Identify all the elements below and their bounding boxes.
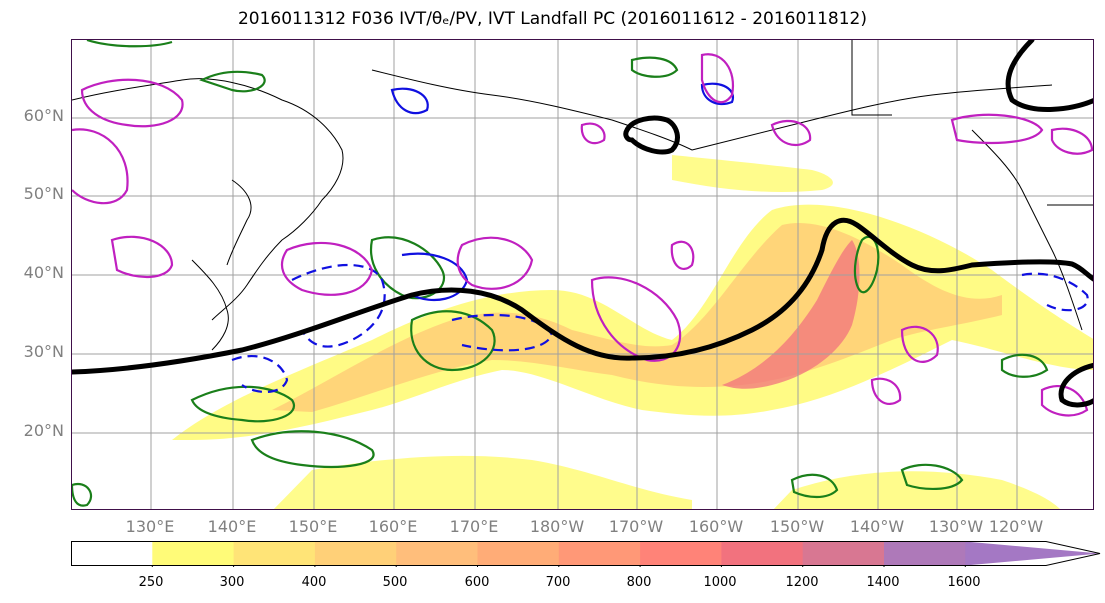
green-contour-1 (86, 40, 173, 48)
ivt-core (722, 240, 860, 389)
lat-label-50n: 50°N (23, 184, 64, 203)
black-contours (72, 40, 1093, 408)
black-contour-southeast (1058, 362, 1093, 408)
blue-contour-6 (390, 87, 429, 115)
colorbar-label-600: 600 (464, 575, 490, 590)
ivt-band-east-south (773, 471, 1060, 509)
lon-label-150w: 150°W (769, 517, 825, 536)
magenta-contour-13 (1050, 127, 1093, 155)
coastline-asia (72, 78, 344, 321)
black-contour-main (72, 217, 1093, 375)
colorbar-segment (477, 541, 560, 566)
colorbar-segment (884, 541, 966, 566)
ivt-band-aleutian (672, 155, 833, 192)
lon-label-170w: 170°W (608, 517, 664, 536)
colorbar-label-1200: 1200 (785, 575, 819, 590)
lon-label-170e: 170°E (449, 517, 499, 536)
colorbar-segment (71, 541, 153, 566)
lon-label-140w: 140°W (849, 517, 905, 536)
coastline-bering (371, 69, 693, 151)
green-contour-5 (410, 310, 496, 372)
colorbar-segment (558, 541, 641, 566)
colorbar-segment (721, 541, 804, 566)
lon-label-180w: 180°W (529, 517, 585, 536)
coastline-japan (191, 259, 229, 351)
magenta-contour-2 (72, 128, 129, 205)
colorbar-segment (396, 541, 478, 566)
green-contour-2 (199, 70, 266, 93)
colorbar-outline (71, 541, 1101, 566)
lon-label-150e: 150°E (288, 517, 338, 536)
lat-label-20n: 20°N (23, 421, 64, 440)
magenta-contour-10 (900, 325, 939, 363)
graticule (72, 40, 1093, 509)
magenta-contour-14 (870, 377, 902, 405)
magenta-contours (72, 53, 1093, 417)
blue-contour-4 (451, 313, 554, 352)
lon-label-160w: 160°W (688, 517, 744, 536)
ivt-band-south (273, 455, 692, 509)
colorbar-label-1400: 1400 (866, 575, 900, 590)
magenta-contour-9 (770, 119, 812, 147)
colorbar-label-1000: 1000 (703, 575, 737, 590)
magenta-contour-8 (700, 53, 735, 104)
magenta-contour-7 (670, 240, 695, 270)
magenta-contour-3 (110, 235, 174, 279)
coastline-alaska (691, 84, 1053, 151)
green-contour-9 (900, 463, 964, 490)
magenta-contour-12 (1040, 385, 1089, 417)
blue-contour-2 (231, 355, 289, 393)
green-contour-12 (630, 56, 679, 78)
colorbar-segment (233, 541, 316, 566)
colorbar-label-400: 400 (301, 575, 327, 590)
lat-label-30n: 30°N (23, 342, 64, 361)
colorbar-label-700: 700 (545, 575, 571, 590)
blue-contours (231, 82, 1089, 393)
colorbar-label-800: 800 (626, 575, 652, 590)
ivt-colorbar (71, 541, 1101, 567)
lon-label-130w: 130°W (928, 517, 984, 536)
lat-label-60n: 60°N (23, 106, 64, 125)
black-contour-aleutian (623, 115, 680, 155)
magenta-contour-5 (456, 236, 534, 290)
colorbar-extend-arrow (965, 541, 1100, 566)
coastline-north-america (971, 129, 1083, 331)
lat-label-40n: 40°N (23, 263, 64, 282)
magenta-contour-6 (590, 276, 682, 362)
colorbar-segments (71, 541, 1100, 567)
green-contour-11 (72, 482, 93, 507)
magenta-contour-11 (950, 113, 1044, 145)
green-contour-8 (790, 473, 839, 499)
green-contour-6 (250, 430, 375, 468)
colorbar-segment (640, 541, 722, 566)
colorbar-segment (802, 541, 885, 566)
colorbar-segment (152, 541, 235, 566)
lon-label-160e: 160°E (368, 517, 418, 536)
blue-contour-7 (700, 82, 735, 106)
coastlines (72, 40, 1093, 351)
magenta-contour-1 (80, 78, 184, 128)
blue-contour-5 (1021, 272, 1089, 312)
colorbar-label-1600: 1600 (947, 575, 981, 590)
lon-label-140e: 140°E (207, 517, 257, 536)
colorbar-label-300: 300 (219, 575, 245, 590)
blue-contour-1 (291, 264, 386, 348)
colorbar-label-500: 500 (382, 575, 408, 590)
black-contour-northeast (1005, 40, 1093, 112)
magenta-contour-15 (580, 122, 606, 145)
lon-label-120w: 120°W (988, 517, 1044, 536)
green-contour-4 (190, 385, 295, 423)
coastline-kamchatka (226, 179, 252, 266)
chart-title: 2016011312 F036 IVT/θₑ/PV, IVT Landfall … (237, 9, 868, 29)
magenta-contour-4 (280, 241, 374, 296)
ivt-shading (172, 155, 1093, 509)
colorbar-segment (314, 541, 397, 566)
colorbar-label-250: 250 (138, 575, 164, 590)
lon-label-130e: 130°E (125, 517, 175, 536)
map-canvas (72, 40, 1093, 509)
ivt-band-mid (272, 223, 1002, 412)
map-panel (71, 39, 1094, 510)
border-alaska-canada (851, 40, 892, 116)
green-contour-10 (1000, 353, 1049, 378)
